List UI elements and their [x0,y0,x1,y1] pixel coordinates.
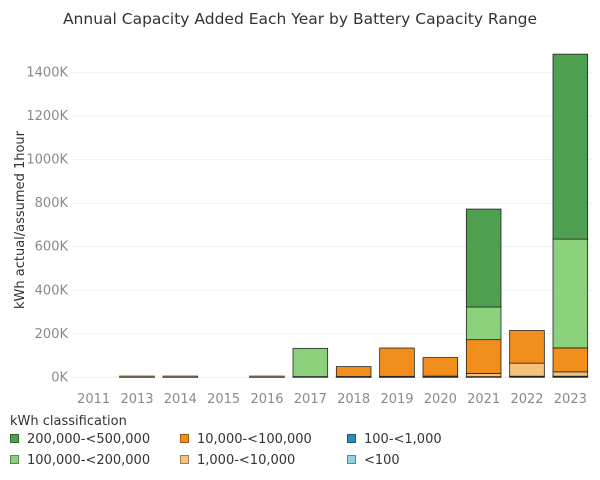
legend-item: 100-<1,000 [347,432,442,447]
x-tick-label: 2017 [294,392,327,407]
legend-item: 1,000-<10,000 [180,453,295,468]
y-tick-label: 1400K [26,66,68,81]
x-tick-label: 2022 [510,392,543,407]
bars [119,53,589,378]
legend-swatch [347,455,356,464]
legend-swatch [180,434,189,443]
x-tick-label: 2016 [250,392,283,407]
y-tick-label: 1000K [26,153,68,168]
bar-segment-2017 [292,347,329,378]
x-axis-ticks: 2011 2013 2014 2015 2016 2017 2018 2019 2020 2021… [77,392,587,407]
legend-swatch [10,455,19,464]
x-tick-label: 2023 [554,392,587,407]
bar-segment-2019 [379,347,415,377]
legend-label: 100-<1,000 [364,432,442,447]
y-tick-label: 200K [35,327,69,342]
y-axis-label: kWh actual/assumed 1hour [13,130,28,309]
legend-label: <100 [364,453,400,468]
x-tick-label: 2019 [380,392,413,407]
legend-item: 200,000-<500,000 [10,432,150,447]
bar-segment-2022 [509,330,545,364]
bar-segment-2022 [509,362,545,377]
legend-label: 1,000-<10,000 [197,453,296,468]
legend-label: 200,000-<500,000 [27,432,151,447]
legend-item: 10,000-<100,000 [180,432,312,447]
legend-item: <100 [347,453,400,468]
bar-segment-2023 [552,238,589,349]
y-tick-label: 1200K [26,109,68,124]
legend-swatch [10,434,19,443]
y-tick-label: 600K [35,240,69,255]
x-tick-label: 2021 [467,392,500,407]
bar-segment-2013 [119,375,155,378]
bar-segment-2023 [552,371,589,377]
x-tick-label: 2020 [424,392,457,407]
bar-segment-2018 [335,366,372,377]
bar-segment-2021 [465,372,502,378]
bar-segment-2020 [422,357,459,377]
bar-segment-2016 [249,375,285,378]
x-tick-label: 2018 [337,392,370,407]
bar-segment-2023 [552,53,589,240]
y-tick-label: 800K [35,196,69,211]
legend-label: 10,000-<100,000 [197,432,312,447]
bar-segment-2021 [465,208,502,308]
bar-segment-2021 [465,306,502,341]
legend-item: 100,000-<200,000 [10,453,150,468]
legend-label: 100,000-<200,000 [27,453,151,468]
y-axis-ticks: 0K 200K 400K 600K 800K 1000K 1200K 1400K [26,66,68,386]
bar-segment-2023 [552,347,589,373]
bar-segment-2021 [465,339,502,374]
y-tick-label: 0K [51,370,68,385]
x-tick-label: 2014 [164,392,197,407]
gridlines [72,72,592,378]
x-tick-label: 2011 [77,392,110,407]
x-tick-label: 2015 [207,392,240,407]
chart-title: Annual Capacity Added Each Year by Batte… [62,10,538,28]
legend-swatch [347,434,356,443]
x-tick-label: 2013 [120,392,153,407]
y-tick-label: 400K [35,283,69,298]
legend-title: kWh classification [10,414,127,429]
bar-segment-2014 [162,375,199,378]
legend-swatch [180,455,189,464]
